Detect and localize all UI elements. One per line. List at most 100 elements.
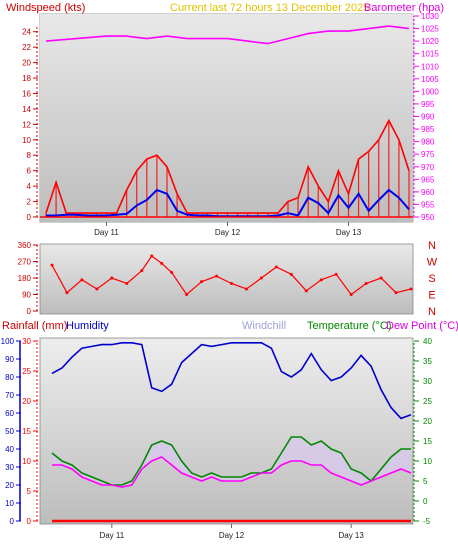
baro-tick-label: 1030 (421, 12, 439, 21)
direction-point (215, 274, 219, 278)
direction-point (140, 269, 144, 273)
baro-tick-label: 1000 (421, 87, 439, 96)
wind-tick-label: 18 (22, 74, 31, 83)
humidity-tick-label: 20 (5, 481, 14, 490)
rain-tick-label: 30 (22, 337, 31, 346)
temp-tick-label: 15 (423, 437, 432, 446)
temp-tick-label: 0 (423, 497, 428, 506)
baro-tick-label: 965 (421, 175, 435, 184)
direction-panel-bg (39, 243, 414, 315)
direction-point (244, 287, 248, 291)
compass-label: N (428, 306, 436, 318)
temp-tick-label: 10 (423, 457, 432, 466)
humidity-series-line (51, 342, 412, 420)
baro-tick-label: 970 (421, 163, 435, 172)
baro-tick-label: 975 (421, 150, 435, 159)
baro-tick-label: 1020 (421, 37, 439, 46)
direction-point (364, 282, 368, 285)
baro-tick-label: 950 (421, 213, 435, 222)
compass-label: E (428, 290, 435, 302)
legend-humidity: Humidity (66, 320, 109, 332)
rain-tick-label: 5 (27, 487, 32, 496)
direction-point (319, 278, 323, 282)
dir-tick-label: 90 (22, 291, 31, 300)
direction-point (259, 276, 263, 280)
dir-tick-label: 0 (27, 307, 32, 316)
legend-temperature: Temperature (°C) (307, 320, 391, 332)
wind-tick-label: 4 (27, 182, 32, 191)
wind-tick-label: 14 (22, 105, 31, 114)
rain-tick-label: 10 (22, 457, 31, 466)
legend-windchill: Windchill (242, 320, 286, 332)
direction-point (394, 291, 398, 295)
top-x-tick-label: Day 11 (94, 228, 119, 237)
temp-tick-label: 20 (423, 417, 432, 426)
direction-point (409, 287, 413, 291)
baro-tick-label: 1005 (421, 75, 439, 84)
direction-point (150, 254, 154, 258)
wind-tick-label: 16 (22, 89, 31, 98)
bottom-x-tick-label: Day 11 (99, 531, 124, 540)
wind-tick-label: 20 (22, 59, 31, 68)
wind-tick-label: 12 (22, 120, 31, 129)
direction-point (160, 261, 164, 265)
wind-tick-label: 8 (27, 151, 32, 160)
dir-tick-label: 360 (18, 241, 32, 250)
baro-tick-label: 1025 (421, 25, 439, 34)
direction-point (110, 276, 114, 280)
direction-point (289, 272, 293, 276)
direction-point (334, 272, 338, 276)
baro-tick-label: 990 (421, 113, 435, 122)
temp-tick-label: 25 (423, 397, 432, 406)
current-period-title: Current last 72 hours 13 December 2025 (170, 2, 369, 14)
baro-tick-label: 985 (421, 125, 435, 134)
barometer-axis-title: Barometer (hpa) (364, 2, 444, 14)
temperature-humidity-plot: 0 10 20 30 40 50 60 70 80 90 100 0 5 10 15 20 25 30 -5 0 5 10… (1, 337, 433, 540)
compass-label: N (428, 240, 436, 252)
wind-tick-label: 0 (27, 213, 32, 222)
top-x-tick-label: Day 12 (215, 228, 241, 237)
wind-tick-label: 10 (22, 136, 31, 145)
direction-point (200, 280, 204, 284)
humidity-tick-label: 90 (5, 355, 14, 364)
direction-point (170, 271, 174, 274)
direction-point (304, 289, 308, 293)
dir-tick-label: 180 (18, 274, 32, 283)
baro-tick-label: 955 (421, 200, 435, 209)
temp-tick-label: 30 (423, 377, 432, 386)
rain-tick-label: 20 (22, 397, 31, 406)
baro-tick-label: 980 (421, 138, 435, 147)
legend-dewpoint: Dew Point (°C) (386, 320, 458, 332)
temp-tick-label: 40 (423, 337, 432, 346)
legend-rainfall: Rainfall (mm) (2, 320, 67, 332)
direction-point (379, 276, 383, 280)
windspeed-axis-title: Windspeed (kts) (6, 2, 85, 14)
wind-tick-label: 2 (27, 198, 32, 207)
humidity-tick-label: 40 (5, 445, 14, 454)
baro-tick-label: 1015 (421, 50, 439, 59)
direction-point (95, 287, 99, 291)
gust-series-line (45, 118, 410, 214)
avg-wind-series-line (46, 188, 410, 218)
barometer-series-line (45, 25, 410, 45)
humidity-tick-label: 10 (5, 499, 14, 508)
dir-tick-label: 270 (18, 258, 32, 267)
baro-tick-label: 1010 (421, 62, 439, 71)
dewpoint-series-line (52, 456, 412, 488)
wind-tick-label: 22 (22, 43, 31, 52)
temp-panel-bg (39, 337, 414, 525)
humidity-tick-label: 100 (1, 337, 15, 346)
wind-barometer-plot: 0246810121416182022249509559609659709759… (22, 12, 439, 237)
bottom-x-tick-label: Day 13 (338, 531, 364, 540)
baro-tick-label: 960 (421, 188, 435, 197)
direction-point (80, 278, 84, 282)
direction-point (185, 293, 189, 296)
direction-series-line (51, 255, 412, 296)
direction-point (230, 282, 233, 285)
rain-tick-label: 15 (22, 427, 31, 436)
humidity-tick-label: 70 (5, 391, 14, 400)
direction-point (349, 293, 353, 296)
